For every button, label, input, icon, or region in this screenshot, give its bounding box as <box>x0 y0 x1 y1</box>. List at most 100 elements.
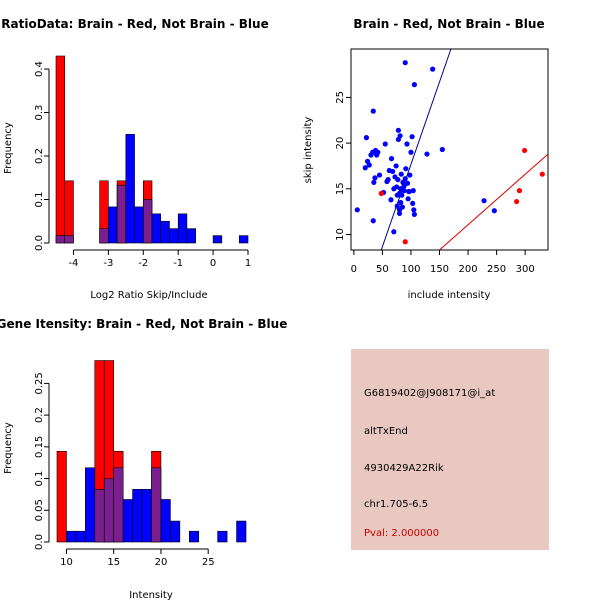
gene-hist-bar-notbrain-0 <box>66 530 77 543</box>
gene-histogram-title: Gene Itensity: Brain - Red, Not Brain - … <box>0 317 287 331</box>
scatter-point-not-brain-59 <box>411 211 417 217</box>
ratio-hist-bar-notbrain-3 <box>108 206 118 244</box>
scatter-xlabel: include intensity <box>408 290 491 301</box>
scatter-point-not-brain-27 <box>394 184 400 190</box>
scatter-point-brain-4 <box>521 147 528 154</box>
gene-histogram-ylabel: Frequency <box>3 422 14 474</box>
info-panel-background <box>351 349 549 550</box>
gene-hist-bar-notbrain-2 <box>85 467 96 543</box>
scatter-point-not-brain-49 <box>404 180 411 186</box>
gene-hist-bar-notbrain-7 <box>132 489 143 543</box>
scatter-point-not-brain-63 <box>439 146 445 153</box>
scatter-point-not-brain-16 <box>382 141 388 147</box>
scatter-x-tick-label-2: 100 <box>401 264 420 275</box>
ratio-hist-x-tick-label-3: -1 <box>173 258 183 269</box>
scatter-point-not-brain-39 <box>398 171 404 177</box>
scatter-point-not-brain-2 <box>363 135 370 141</box>
scatter-title: Brain - Red, Not Brain - Blue <box>353 17 544 31</box>
gene-hist-bar-notbrain-12 <box>189 530 200 543</box>
info-pval: Pval: 2.000000 <box>364 528 439 539</box>
ratio-hist-y-tick-label-1: 0.1 <box>34 192 45 208</box>
ratio-hist-bar-notbrain-4 <box>116 184 127 244</box>
scatter-point-not-brain-18 <box>385 177 391 183</box>
scatter-point-not-brain-45 <box>402 176 408 182</box>
ratio-hist-bar-notbrain-5 <box>125 133 135 244</box>
ratio-hist-x-tick-label-1: -3 <box>103 258 113 269</box>
scatter-line-brain-fit <box>439 153 549 251</box>
scatter-y-tick-label-2: 20 <box>335 137 346 150</box>
scatter-point-not-brain-62 <box>430 66 436 72</box>
scatter-point-not-brain-44 <box>401 188 407 194</box>
gene-hist-y-tick-label-5: 0.25 <box>34 372 45 394</box>
scatter-point-not-brain-13 <box>375 149 381 155</box>
ratio-hist-bar-notbrain-8 <box>151 213 162 244</box>
scatter-point-not-brain-65 <box>491 208 497 214</box>
gene-hist-bar-notbrain-1 <box>75 530 86 543</box>
ratio-histogram-panel: RatioData: Brain - Red, Not Brain - Blue… <box>1 17 268 301</box>
scatter-point-brain-2 <box>513 198 520 205</box>
ratio-hist-bar-notbrain-10 <box>169 228 179 244</box>
info-location: chr1.705-6.5 <box>364 499 428 510</box>
gene-hist-bar-notbrain-9 <box>151 467 162 543</box>
scatter-point-not-brain-54 <box>408 149 414 155</box>
scatter-point-not-brain-9 <box>371 179 377 185</box>
gene-hist-y-tick-label-2: 0.1 <box>34 471 45 487</box>
scatter-point-not-brain-41 <box>399 204 405 210</box>
scatter-point-not-brain-24 <box>391 229 397 235</box>
scatter-y-tick-label-1: 15 <box>335 182 346 195</box>
ratio-hist-y-tick-label-3: 0.3 <box>34 105 45 121</box>
scatter-point-brain-0 <box>378 190 384 196</box>
info-panel: G6819402@J908171@i_at altTxEnd 4930429A2… <box>351 349 549 550</box>
gene-histogram-axes: 10 15 20 25 0.0 0.05 0.1 0.15 0.2 0.25 <box>34 372 215 568</box>
scatter-point-not-brain-1 <box>362 165 368 171</box>
gene-hist-bar-notbrain-13 <box>217 530 228 543</box>
gene-hist-bar-brain-0 <box>56 450 67 543</box>
scatter-point-not-brain-38 <box>398 199 404 206</box>
scatter-point-not-brain-21 <box>388 156 395 162</box>
gene-hist-y-tick-label-1: 0.05 <box>34 499 45 521</box>
scatter-point-not-brain-35 <box>396 210 403 217</box>
ratio-histogram-title: RatioData: Brain - Red, Not Brain - Blue <box>1 17 268 31</box>
scatter-point-not-brain-30 <box>395 177 401 183</box>
ratio-hist-bar-brain-0 <box>55 55 66 244</box>
info-gene-name: 4930429A22Rik <box>364 463 444 474</box>
scatter-point-brain-5 <box>539 171 545 177</box>
gene-hist-y-tick-label-0: 0.0 <box>34 534 45 550</box>
info-probe-id: G6819402@J908171@i_at <box>364 388 495 399</box>
scatter-y-tick-label-3: 25 <box>335 91 346 104</box>
gene-hist-x-tick-label-0: 10 <box>60 557 73 568</box>
scatter-point-not-brain-53 <box>407 172 413 178</box>
ratio-hist-bar-notbrain-0 <box>55 235 66 244</box>
scatter-point-not-brain-47 <box>403 166 409 172</box>
gene-histogram-xlabel: Intensity <box>129 590 173 600</box>
gene-hist-bar-notbrain-6 <box>122 499 133 543</box>
scatter-point-not-brain-60 <box>411 82 417 88</box>
scatter-point-not-brain-40 <box>399 192 405 198</box>
ratio-hist-y-tick-label-2: 0.2 <box>34 148 45 164</box>
scatter-point-not-brain-4 <box>366 162 372 168</box>
scatter-y-tick-label-0: 10 <box>335 228 346 241</box>
ratio-histogram-bars <box>55 55 249 244</box>
ratio-hist-y-tick-label-0: 0.0 <box>34 235 45 251</box>
info-event-type: altTxEnd <box>364 426 408 437</box>
scatter-point-not-brain-48 <box>404 141 410 147</box>
scatter-points <box>354 60 545 245</box>
gene-hist-bar-notbrain-11 <box>170 520 181 543</box>
scatter-point-not-brain-36 <box>397 133 403 139</box>
ratio-histogram-axes: -4 -3 -2 -1 0 1 0.0 0.1 0.2 0.3 0.4 <box>34 61 251 269</box>
scatter-ylabel: skip intensity <box>303 117 314 184</box>
ratio-hist-bar-notbrain-9 <box>160 220 170 244</box>
scatter-x-tick-label-6: 300 <box>516 264 535 275</box>
scatter-point-not-brain-20 <box>388 197 394 203</box>
scatter-x-tick-label-3: 150 <box>430 264 449 275</box>
scatter-point-not-brain-64 <box>481 198 487 204</box>
gene-hist-y-tick-label-3: 0.15 <box>34 436 45 458</box>
ratio-hist-x-tick-label-0: -4 <box>68 258 78 269</box>
scatter-panel: Brain - Red, Not Brain - Blue include in… <box>303 17 549 301</box>
gene-hist-bar-notbrain-4 <box>103 478 114 543</box>
scatter-point-brain-3 <box>516 188 523 194</box>
ratio-hist-bar-notbrain-12 <box>186 228 196 244</box>
scatter-point-not-brain-50 <box>405 196 411 202</box>
gene-hist-x-tick-label-1: 15 <box>107 557 120 568</box>
